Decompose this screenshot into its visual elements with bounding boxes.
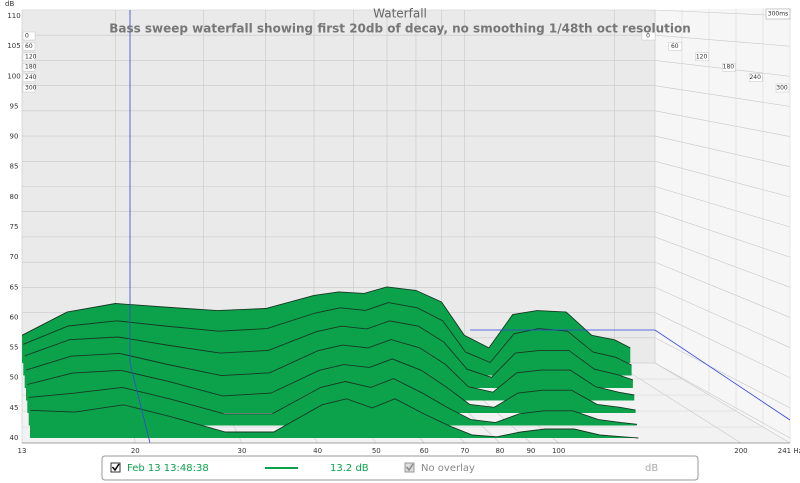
grid-line (654, 211, 791, 258)
chart-subtitle: Bass sweep waterfall showing first 20db … (109, 22, 691, 36)
label-box (668, 42, 682, 51)
grid-line (654, 312, 791, 378)
x-tick-label: 100 (552, 447, 565, 455)
cursor-line (470, 329, 791, 421)
label-box (641, 31, 656, 41)
legend-unit: dB (645, 463, 658, 474)
time-tick-label: 180 (25, 64, 37, 71)
y-tick-label: 70 (10, 253, 19, 261)
legend-measurement[interactable]: Feb 13 13:48:38 (127, 463, 209, 474)
decay-slice-edge (25, 339, 635, 396)
y-tick-label: 50 (10, 374, 19, 382)
decay-slice (30, 398, 639, 438)
y-tick-label: 90 (10, 133, 19, 141)
legend-bar (101, 455, 699, 481)
grid-line (654, 287, 791, 348)
grid-line (654, 236, 791, 288)
decay-slice-edge (23, 302, 632, 366)
time-tick-label: 60 (671, 43, 679, 50)
checkbox[interactable] (110, 462, 121, 473)
y-axis-label: dB (5, 0, 14, 8)
time-tick-label: 240 (25, 74, 37, 81)
label-box (22, 42, 36, 51)
x-tick-label: 20 (131, 447, 140, 455)
y-tick-label: 105 (7, 42, 20, 50)
grid-line (654, 110, 791, 137)
x-tick-label: 50 (372, 447, 381, 455)
legend-offset: 13.2 dB (330, 463, 369, 474)
y-tick-label: 100 (7, 72, 20, 80)
time-tick-label: 0 (646, 33, 650, 40)
y-tick-label: 110 (7, 12, 20, 20)
time-tick-label: 240 (749, 74, 761, 81)
y-tick-label: 55 (10, 344, 19, 352)
label-box (722, 63, 736, 72)
grid-line (654, 85, 791, 107)
x-tick-label: 60 (420, 447, 429, 455)
y-tick-label: 75 (10, 223, 19, 231)
cursor-line (129, 10, 151, 444)
label-box (22, 31, 36, 41)
y-tick-label: 80 (10, 193, 19, 201)
grid-line (654, 362, 791, 439)
x-tick-label: 241 Hz (778, 447, 800, 455)
x-tick-label: 13 (18, 447, 27, 455)
y-tick-label: 45 (10, 404, 19, 412)
decay-slice-edge (27, 358, 636, 411)
side-wall (655, 8, 790, 443)
time-tick-label: 120 (25, 53, 37, 60)
x-tick-label: 90 (526, 447, 535, 455)
y-tick-label: 85 (10, 163, 19, 171)
chart-title: Waterfall (373, 7, 427, 21)
time-range-label: 300ms (768, 11, 788, 18)
y-tick-label: 95 (10, 102, 19, 110)
y-tick-label: 60 (10, 313, 19, 321)
time-tick-label: 60 (25, 43, 33, 50)
x-tick-label: 80 (495, 447, 504, 455)
check-mark (111, 463, 120, 472)
time-tick-label: 180 (723, 64, 735, 71)
decay-slice-edge (24, 320, 634, 381)
check-mark (405, 463, 414, 472)
label-box (22, 63, 36, 72)
grid-line (614, 362, 742, 444)
label-box (22, 52, 36, 61)
grid-line (654, 34, 791, 47)
grid-line (654, 337, 791, 409)
label-box (22, 73, 36, 82)
checkbox[interactable] (404, 462, 415, 473)
decay-slice-edge (29, 398, 639, 439)
time-tick-label: 300 (25, 85, 37, 92)
x-tick-label: 200 (734, 447, 747, 455)
x-tick-label: 30 (237, 447, 246, 455)
decay-slice-edge (28, 378, 637, 425)
time-tick-label: 120 (696, 53, 708, 60)
label-box (765, 8, 791, 20)
grid-line (654, 261, 791, 318)
label-box (695, 52, 709, 61)
x-tick-label: 40 (313, 447, 322, 455)
y-tick-label: 65 (10, 283, 19, 291)
label-box (22, 83, 36, 93)
time-tick-label: 0 (25, 33, 29, 40)
legend-overlay[interactable]: No overlay (421, 463, 475, 474)
grid-line (654, 362, 791, 444)
time-tick-label: 300 (776, 85, 788, 92)
grid-line (654, 135, 791, 168)
decay-slice-edge (21, 286, 631, 349)
grid-line (654, 186, 791, 228)
label-box (775, 83, 790, 93)
label-box (749, 73, 763, 82)
y-tick-label: 40 (10, 434, 19, 442)
x-tick-label: 70 (460, 447, 469, 455)
grid-line (654, 160, 791, 198)
